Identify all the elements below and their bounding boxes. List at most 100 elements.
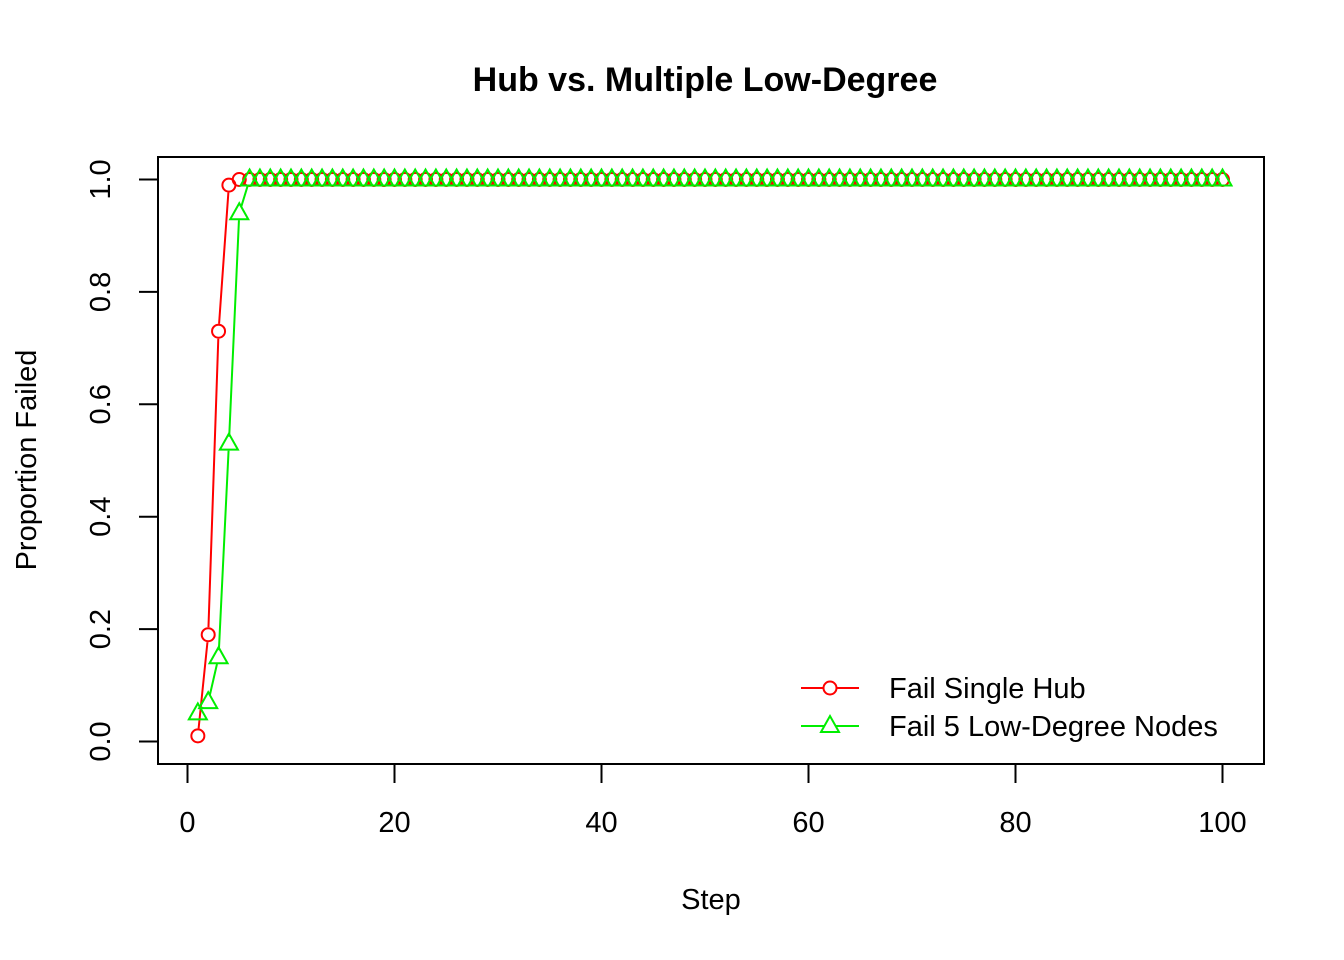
series-2: [187, 167, 1234, 721]
legend-triangle-marker: [819, 713, 841, 733]
data-point: [238, 167, 261, 187]
data-point: [200, 627, 216, 643]
data-point: [621, 167, 644, 187]
data-point: [735, 167, 758, 187]
data-point: [808, 167, 830, 187]
data-point: [570, 167, 592, 187]
data-point: [766, 167, 789, 187]
y-tick-label: 0.2: [85, 609, 117, 649]
data-point: [1180, 167, 1203, 187]
data-point: [580, 167, 602, 187]
legend-item-2: Fail 5 Low-Degree Nodes: [801, 711, 1218, 743]
data-point: [211, 323, 227, 339]
data-point: [559, 167, 582, 187]
data-point: [1025, 167, 1047, 187]
data-point: [1211, 167, 1234, 187]
data-point: [1139, 167, 1161, 187]
data-point: [1108, 167, 1130, 187]
data-point: [1149, 167, 1172, 187]
data-point: [787, 167, 809, 187]
data-point: [642, 167, 664, 187]
y-tick-label: 0.8: [85, 272, 117, 312]
data-point: [466, 167, 489, 187]
legend-label: Fail 5 Low-Degree Nodes: [889, 711, 1218, 743]
data-point: [1201, 167, 1223, 187]
data-point: [290, 167, 313, 187]
data-point: [1170, 167, 1192, 187]
data-point: [373, 167, 395, 187]
data-point: [725, 167, 747, 187]
series-line: [197, 192, 230, 729]
data-point: [1118, 167, 1141, 187]
y-tick-label: 0.6: [85, 384, 117, 424]
data-point: [476, 167, 499, 187]
data-point: [1056, 167, 1078, 187]
data-point: [611, 167, 633, 187]
data-point: [425, 167, 447, 187]
data-point: [870, 167, 892, 187]
data-point: [704, 167, 727, 187]
x-tick-label: 60: [792, 807, 824, 839]
data-point: [911, 167, 934, 187]
data-point: [321, 167, 344, 187]
data-point: [973, 167, 996, 187]
data-point: [663, 167, 685, 187]
data-point: [280, 167, 302, 187]
legend-label: Fail Single Hub: [889, 673, 1086, 705]
x-tick-label: 100: [1198, 807, 1246, 839]
data-point: [456, 167, 478, 187]
y-tick-label: 0.0: [85, 721, 117, 761]
data-point: [259, 167, 282, 187]
series-line: [201, 185, 249, 709]
y-tick-label: 1.0: [85, 159, 117, 199]
data-point: [518, 167, 540, 187]
data-point: [859, 167, 882, 187]
data-point: [932, 167, 954, 187]
data-point: [590, 167, 613, 187]
data-point: [953, 167, 975, 187]
data-point: [187, 701, 209, 721]
data-point: [921, 167, 944, 187]
data-point: [818, 167, 840, 187]
data-point: [839, 167, 861, 187]
data-point: [673, 167, 696, 187]
data-point: [994, 167, 1016, 187]
data-point: [383, 167, 406, 187]
data-point: [228, 201, 250, 221]
data-point: [632, 167, 654, 187]
data-point: [487, 167, 509, 187]
data-point: [190, 728, 206, 744]
chart-title: Hub vs. Multiple Low-Degree: [473, 61, 938, 99]
data-point: [207, 645, 230, 665]
data-point: [714, 167, 737, 187]
data-point: [549, 167, 571, 187]
data-point: [1160, 167, 1182, 187]
data-point: [507, 167, 530, 187]
data-point: [901, 167, 923, 187]
data-point: [1191, 167, 1213, 187]
data-point: [414, 167, 437, 187]
data-point: [445, 167, 468, 187]
data-point: [332, 167, 354, 187]
data-point: [756, 167, 778, 187]
y-axis-label: Proportion Failed: [11, 350, 43, 571]
data-point: [197, 690, 219, 710]
data-point: [777, 167, 799, 187]
data-point: [984, 167, 1006, 187]
data-point: [342, 167, 364, 187]
x-tick-label: 0: [179, 807, 195, 839]
data-point: [890, 167, 913, 187]
data-point: [1066, 167, 1089, 187]
data-point: [363, 167, 385, 187]
data-point: [849, 167, 871, 187]
data-point: [269, 167, 292, 187]
data-point: [300, 167, 323, 187]
y-axis: 0.0 0.2 0.4 0.6 0.8 1.0: [85, 159, 159, 762]
data-point: [828, 167, 851, 187]
x-axis: 0 20 40 60 80 100: [179, 763, 1247, 839]
data-point: [218, 431, 240, 451]
data-point: [652, 167, 675, 187]
y-tick-label: 0.4: [85, 497, 117, 537]
data-point: [435, 167, 457, 187]
